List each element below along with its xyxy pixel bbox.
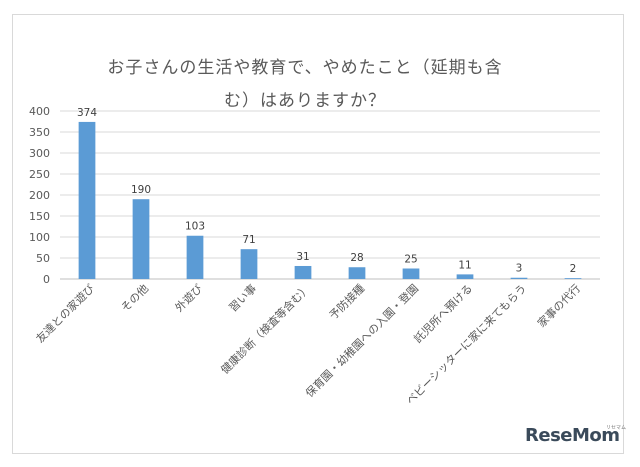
bar	[510, 277, 528, 279]
category-label: 健康診断（検査等含む）	[218, 281, 313, 376]
data-label: 11	[458, 259, 471, 271]
category-label: 保育園・幼稚園への入園・登園	[302, 281, 421, 400]
data-label: 190	[131, 184, 151, 196]
data-label: 25	[404, 254, 417, 266]
y-tick-label: 50	[36, 252, 50, 265]
category-label: 外遊び	[172, 281, 205, 314]
bar	[240, 249, 258, 279]
y-tick-label: 100	[29, 231, 50, 244]
bar	[78, 121, 96, 279]
chart-title-line-2: む）はありますか？	[224, 91, 386, 111]
bar	[132, 199, 150, 279]
bar	[564, 278, 582, 279]
y-tick-label: 300	[29, 147, 50, 160]
y-tick-label: 400	[29, 105, 50, 118]
category-label: 家事の代行	[534, 281, 583, 330]
data-label: 103	[185, 221, 205, 233]
data-label: 3	[516, 263, 523, 275]
y-tick-label: 350	[29, 126, 50, 139]
category-label: 予防接種	[326, 281, 367, 322]
resemom-logo-small: リセマム	[606, 425, 627, 431]
data-label: 2	[570, 263, 577, 275]
y-tick-label: 200	[29, 189, 50, 202]
y-tick-label: 0	[43, 273, 50, 286]
chart-title-line-1: お子さんの生活や教育で、やめたこと（延期も含	[107, 58, 503, 78]
category-label: 習い事	[227, 282, 260, 315]
chart-frame	[12, 14, 624, 454]
bar	[456, 274, 474, 279]
bar	[294, 265, 312, 279]
data-label: 71	[242, 234, 255, 246]
chart-title: お子さんの生活や教育で、やめたこと（延期も含 む）はありますか？	[75, 52, 535, 118]
resemom-logo: ReseMom	[525, 425, 620, 446]
data-label: 28	[350, 252, 363, 264]
bar	[186, 235, 204, 279]
category-label: 友達との家遊び	[33, 281, 97, 345]
data-label: 31	[296, 251, 309, 263]
y-tick-label: 250	[29, 168, 50, 181]
bar	[402, 268, 420, 279]
y-tick-label: 150	[29, 210, 50, 223]
bar	[348, 267, 366, 279]
category-label: その他	[119, 282, 152, 315]
data-label: 374	[77, 107, 97, 119]
